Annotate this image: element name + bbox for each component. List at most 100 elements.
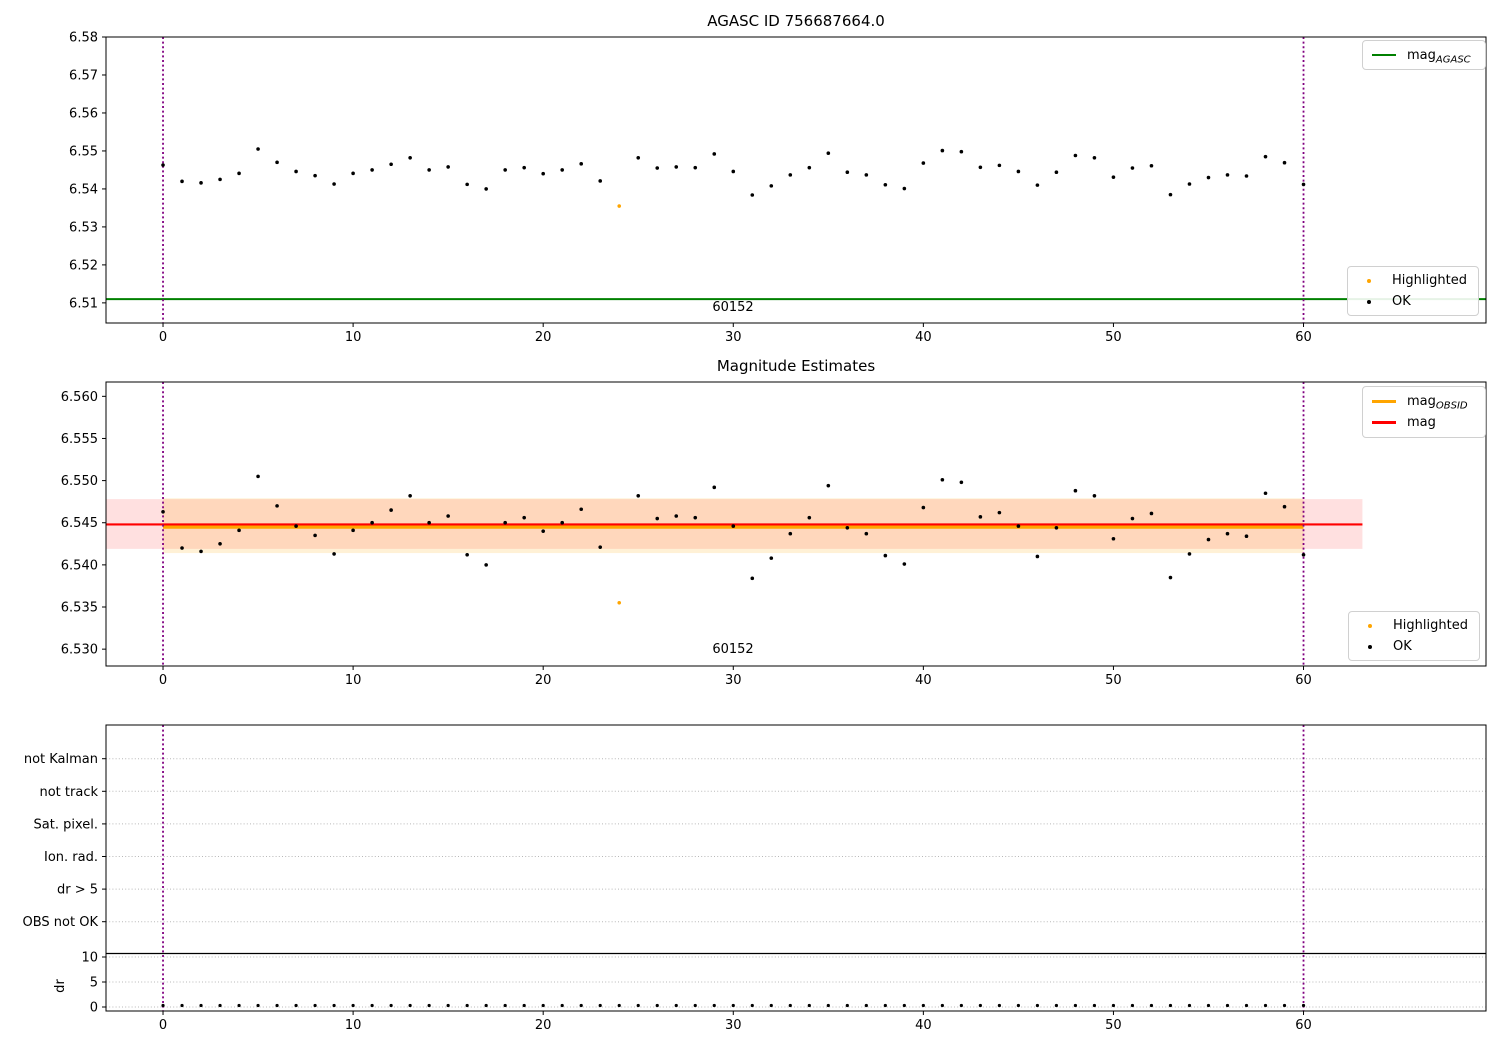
ok-point [959,480,964,485]
ok-point [1035,554,1040,559]
x-tick-label: 60 [1295,1018,1312,1033]
ok-point [750,193,755,197]
ok-point [351,528,355,533]
legend-label: magOBSID [1407,394,1468,412]
ok-point [351,171,355,176]
ok-point [446,165,450,169]
dr-point [370,1003,374,1008]
ok-point [921,161,926,165]
legend-mag-obsid: magOBSID mag [1362,386,1486,438]
ok-point [1187,182,1192,186]
ok-point [636,155,641,160]
y-tick-label: 6.56 [69,106,98,121]
axis-frame [105,36,1487,324]
flag-label: Sat. pixel. [34,817,98,832]
ok-point [446,514,450,518]
x-tick-label: 60 [1295,330,1312,345]
ok-point [1130,166,1135,170]
y-tick-label: 6.535 [61,601,98,616]
dr-point [636,1003,640,1008]
ok-point [598,545,603,549]
x-tick-label: 10 [345,673,362,688]
dr-point [1149,1003,1154,1008]
axis-frame [105,724,1487,1012]
ok-point [1301,552,1306,557]
ok-point [256,147,260,151]
dr-point [351,1003,355,1008]
y-tick-label: 6.55 [69,144,98,159]
ok-point [332,182,336,186]
ok-point [807,515,812,520]
ok-point [921,505,926,510]
ok-point [731,169,736,174]
dr-tick-label: 10 [81,951,98,966]
x-tick-label: 0 [159,673,167,688]
ok-marker-swatch [1356,299,1382,304]
dr-point [1035,1003,1040,1008]
ok-point [522,515,526,520]
dr-point [845,1003,849,1008]
axis-frame [105,381,1487,667]
ok-point [389,508,393,512]
ok-point [370,520,374,525]
ok-point [1111,175,1116,179]
ok-point [712,485,717,490]
dr-point [427,1003,431,1008]
agasc-line-swatch [1371,53,1397,57]
dr-point [332,1003,336,1008]
ok-point [940,477,945,482]
ok-point [788,173,793,177]
ok-point [180,546,184,550]
ok-point [408,155,412,160]
y-tick-label: 6.53 [69,220,98,235]
dr-point [617,1003,621,1008]
highlighted-marker-swatch [1356,278,1382,283]
ok-point [522,165,526,170]
ok-point [1301,182,1306,187]
ok-point [1035,183,1040,187]
dr-point [522,1003,526,1008]
dr-point [408,1003,412,1008]
ok-point [1282,504,1287,509]
highlighted-marker-swatch [1357,623,1383,628]
dr-point [864,1003,868,1008]
highlighted-point [617,204,622,208]
ok-point [180,179,184,184]
ok-point [1130,516,1135,521]
dr-point [921,1003,925,1008]
dr-point [180,1003,184,1008]
x-tick-label: 50 [1105,673,1122,688]
x-tick-label: 20 [535,330,552,345]
agasc-panel: 0 10 20 30 40 50 60 6.51 6.52 6.53 6.54 6.55 6.56 6.5… [69,31,1487,345]
x-tick-label: 20 [535,673,552,688]
x-tick-label: 50 [1105,330,1122,345]
ok-point [199,549,203,554]
dr-point [1073,1003,1078,1008]
ok-point [1168,575,1173,580]
ok-point [370,168,374,172]
dr-point [655,1003,659,1008]
ok-point [237,171,241,176]
y-tick-label: 6.540 [61,558,98,573]
obsid-label-middle: 60152 [712,642,754,657]
legend-label: Highlighted [1393,618,1468,633]
dr-point [446,1003,450,1008]
ok-point [1263,154,1268,159]
ok-point [674,514,679,518]
flag-label: not track [39,785,98,800]
dr-point [503,1003,507,1008]
x-tick-label: 40 [915,673,932,688]
ok-point [294,524,298,528]
x-tick-label: 50 [1105,1018,1122,1033]
dr-point [275,1003,279,1008]
dr-point [769,1003,773,1008]
dr-point [807,1003,811,1008]
ok-point [750,576,755,581]
ok-point [579,507,584,512]
flag-label: Ion. rad. [44,850,98,865]
ok-point [503,168,507,172]
dr-point [1301,1003,1306,1008]
x-tick-label: 30 [725,673,742,688]
dr-point [997,1003,1001,1008]
ok-point [1187,552,1192,556]
